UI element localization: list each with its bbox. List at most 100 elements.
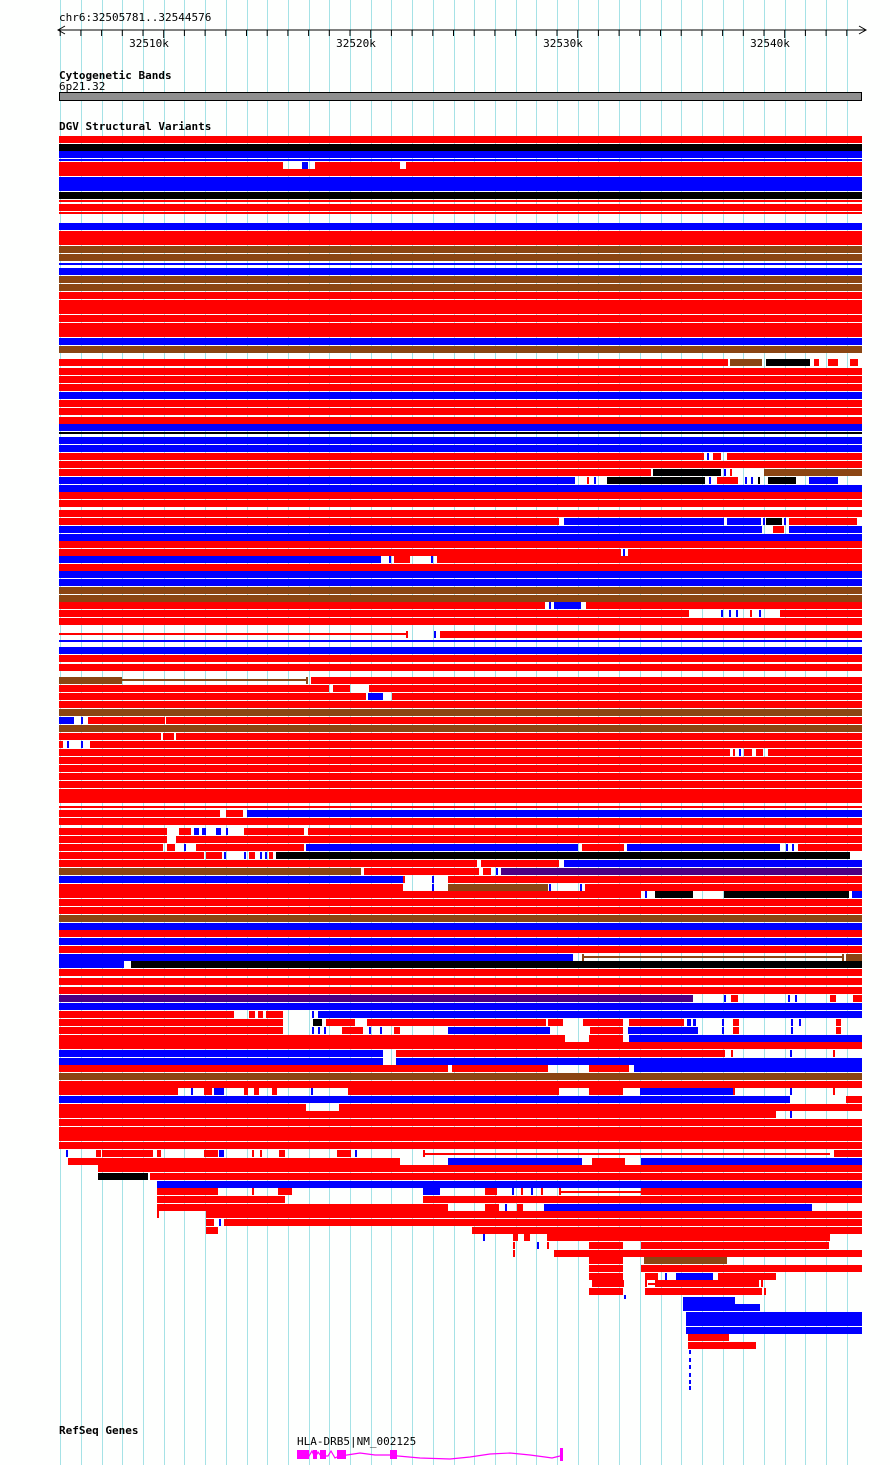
variant-segment[interactable]: [243, 851, 246, 859]
variant-segment[interactable]: [593, 476, 596, 484]
variant-segment[interactable]: [641, 1241, 830, 1249]
variant-segment[interactable]: [59, 684, 329, 692]
variant-segment[interactable]: [59, 610, 690, 617]
variant-segment[interactable]: [204, 1150, 218, 1157]
variant-segment[interactable]: [393, 556, 410, 563]
variant-segment[interactable]: [364, 867, 479, 875]
variant-segment[interactable]: [744, 476, 747, 484]
variant-segment[interactable]: [191, 1088, 194, 1095]
variant-segment[interactable]: [302, 161, 308, 169]
variant-segment[interactable]: [559, 1190, 642, 1193]
variant-segment[interactable]: [422, 1152, 830, 1155]
variant-segment[interactable]: [243, 827, 304, 835]
variant-segment[interactable]: [585, 602, 862, 609]
variant-segment[interactable]: [772, 526, 785, 533]
variant-segment[interactable]: [641, 1157, 862, 1165]
variant-segment[interactable]: [205, 1226, 218, 1234]
variant-segment[interactable]: [223, 851, 226, 859]
variant-segment[interactable]: [264, 851, 267, 859]
variant-segment[interactable]: [59, 384, 862, 391]
variant-segment[interactable]: [836, 1026, 842, 1034]
variant-segment[interactable]: [59, 594, 862, 602]
variant-segment[interactable]: [645, 1280, 648, 1287]
variant-segment[interactable]: [59, 556, 381, 563]
gene-exon[interactable]: [313, 1450, 317, 1459]
variant-segment[interactable]: [432, 875, 435, 883]
variant-segment[interactable]: [512, 1241, 515, 1249]
variant-segment[interactable]: [627, 548, 862, 556]
variant-segment[interactable]: [675, 1272, 713, 1280]
variant-segment[interactable]: [59, 805, 862, 808]
variant-segment[interactable]: [59, 1042, 862, 1049]
variant-segment[interactable]: [59, 640, 862, 642]
variant-segment[interactable]: [644, 1257, 728, 1264]
variant-segment[interactable]: [59, 1065, 448, 1072]
variant-segment[interactable]: [764, 468, 862, 476]
variant-segment[interactable]: [829, 995, 837, 1002]
variant-segment[interactable]: [380, 1026, 383, 1034]
variant-segment[interactable]: [59, 200, 862, 202]
variant-segment[interactable]: [799, 1018, 802, 1026]
variant-segment[interactable]: [588, 1241, 624, 1249]
variant-segment[interactable]: [451, 1065, 549, 1072]
variant-segment[interactable]: [59, 986, 862, 994]
variant-segment[interactable]: [520, 1188, 523, 1195]
variant-segment[interactable]: [768, 476, 797, 484]
variant-segment[interactable]: [59, 484, 862, 492]
variant-segment[interactable]: [592, 1280, 624, 1287]
variant-segment[interactable]: [59, 254, 862, 261]
variant-segment[interactable]: [623, 1295, 626, 1299]
variant-segment[interactable]: [687, 1334, 729, 1341]
gene-glyph[interactable]: [0, 1447, 890, 1465]
variant-segment[interactable]: [325, 1018, 356, 1026]
variant-segment[interactable]: [59, 922, 862, 930]
variant-segment[interactable]: [447, 1157, 582, 1165]
variant-segment[interactable]: [500, 867, 862, 875]
variant-segment[interactable]: [87, 716, 165, 724]
variant-segment[interactable]: [731, 995, 739, 1002]
variant-segment[interactable]: [749, 610, 752, 617]
variant-segment[interactable]: [813, 358, 820, 366]
variant-segment[interactable]: [447, 1026, 550, 1034]
variant-segment[interactable]: [95, 1150, 101, 1157]
variant-segment[interactable]: [59, 571, 862, 578]
variant-segment[interactable]: [59, 969, 862, 976]
variant-segment[interactable]: [59, 1072, 862, 1080]
variant-segment[interactable]: [851, 891, 862, 898]
variant-segment[interactable]: [59, 1011, 235, 1018]
variant-segment[interactable]: [251, 1188, 254, 1195]
variant-segment[interactable]: [833, 1088, 836, 1095]
variant-segment[interactable]: [760, 1280, 763, 1287]
variant-segment[interactable]: [728, 610, 731, 617]
variant-segment[interactable]: [732, 749, 735, 756]
variant-segment[interactable]: [727, 452, 862, 460]
variant-segment[interactable]: [791, 1018, 794, 1026]
variant-segment[interactable]: [59, 276, 862, 283]
variant-segment[interactable]: [639, 1088, 734, 1095]
variant-segment[interactable]: [166, 843, 176, 851]
variant-segment[interactable]: [629, 1034, 862, 1042]
variant-segment[interactable]: [544, 1203, 813, 1211]
variant-segment[interactable]: [665, 1272, 668, 1280]
variant-segment[interactable]: [768, 749, 862, 756]
variant-segment[interactable]: [59, 1088, 178, 1095]
variant-segment[interactable]: [59, 1080, 862, 1088]
variant-segment[interactable]: [368, 684, 862, 692]
variant-segment[interactable]: [751, 476, 754, 484]
variant-segment[interactable]: [218, 1150, 224, 1157]
variant-segment[interactable]: [59, 476, 576, 484]
variant-segment[interactable]: [59, 867, 361, 875]
variant-segment[interactable]: [730, 468, 733, 476]
variant-segment[interactable]: [311, 1088, 314, 1095]
variant-segment[interactable]: [588, 1287, 624, 1295]
variant-segment[interactable]: [59, 424, 862, 431]
variant-segment[interactable]: [480, 859, 560, 867]
variant-segment[interactable]: [59, 647, 862, 654]
variant-segment[interactable]: [59, 358, 728, 366]
variant-segment[interactable]: [581, 956, 845, 958]
variant-segment[interactable]: [434, 630, 436, 638]
variant-segment[interactable]: [315, 161, 401, 169]
variant-segment[interactable]: [59, 827, 168, 835]
variant-segment[interactable]: [59, 796, 862, 803]
variant-segment[interactable]: [59, 136, 862, 143]
